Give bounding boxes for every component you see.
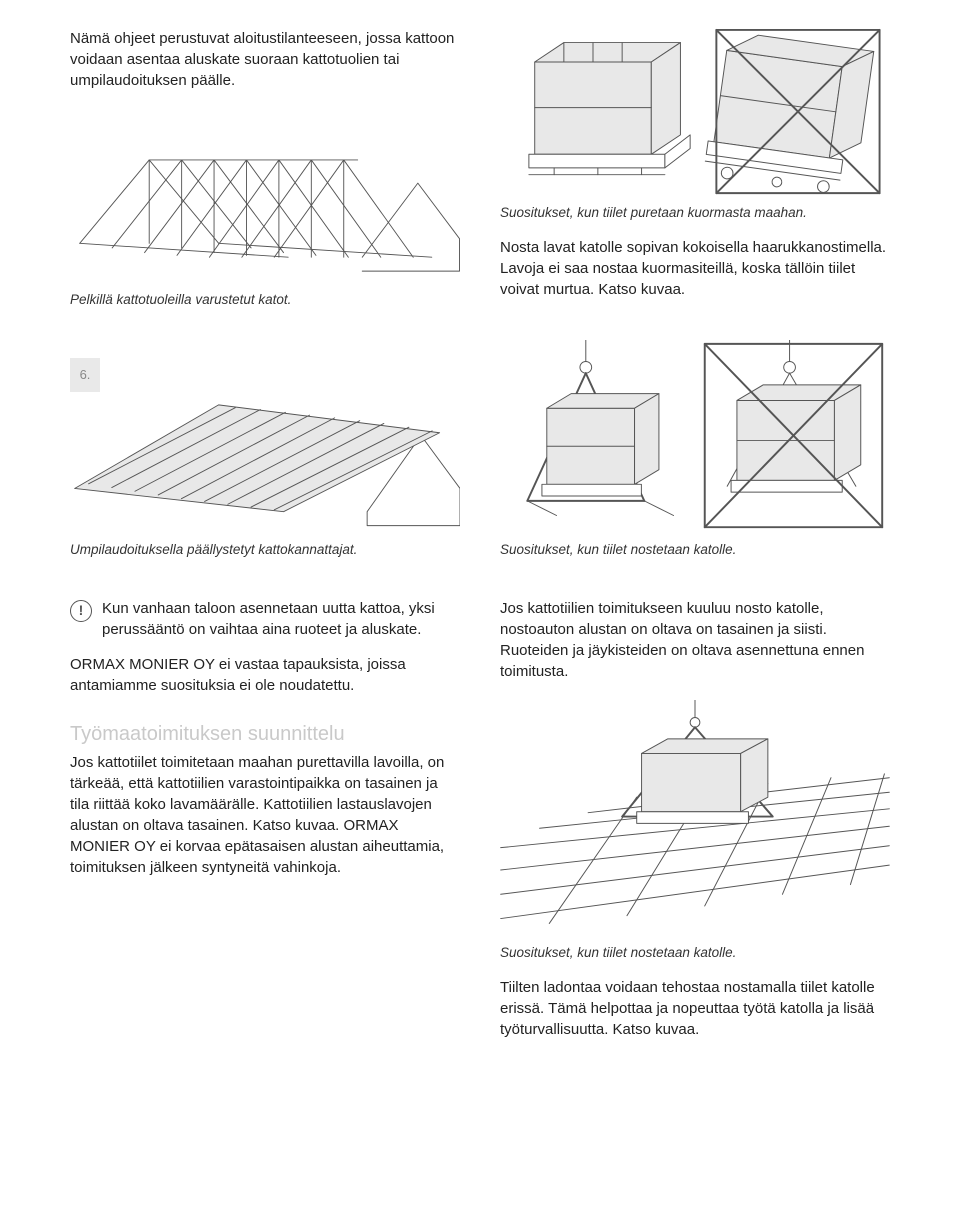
col-right-1: Suositukset, kun tiilet puretaan kuormas… — [500, 28, 890, 310]
row-2: 6. Umpilau — [70, 340, 890, 560]
note-block: ! Kun vanhaan taloon asennetaan uutta ka… — [70, 598, 460, 640]
figure-lift-methods — [500, 340, 890, 535]
page-number: 6. — [70, 358, 100, 392]
row-1: Nämä ohjeet perustuvat aloitustilanteese… — [70, 28, 890, 310]
right-body-3: Tiilten ladontaa voidaan tehostaa nostam… — [500, 977, 890, 1040]
warning-icon: ! — [70, 600, 92, 622]
row-3: ! Kun vanhaan taloon asennetaan uutta ka… — [70, 582, 890, 1040]
col-left-1: Nämä ohjeet perustuvat aloitustilanteese… — [70, 28, 460, 310]
fig3-caption: Umpilaudoituksella päällystetyt kattokan… — [70, 541, 460, 560]
figure-pallets-ground — [500, 28, 890, 198]
col-left-2: Umpilaudoituksella päällystetyt kattokan… — [70, 363, 460, 560]
left-body-1: ORMAX MONIER OY ei vastaa tapauksista, j… — [70, 654, 460, 696]
figure-roof-trusses — [70, 109, 460, 285]
intro-text: Nämä ohjeet perustuvat aloitustilanteese… — [70, 28, 460, 91]
right-body-2: Jos kattotiilien toimitukseen kuuluu nos… — [500, 598, 890, 682]
figure-pallet-on-roof — [500, 700, 890, 938]
left-body-2: Jos kattotiilet toimitetaan maahan puret… — [70, 752, 460, 878]
fig4-caption: Suositukset, kun tiilet nostetaan katoll… — [500, 541, 890, 560]
fig5-caption: Suositukset, kun tiilet nostetaan katoll… — [500, 944, 890, 963]
col-right-3: Jos kattotiilien toimitukseen kuuluu nos… — [500, 582, 890, 1040]
right-body-1: Nosta lavat katolle sopivan kokoisella h… — [500, 237, 890, 300]
note-text: Kun vanhaan taloon asennetaan uutta katt… — [102, 598, 460, 640]
col-right-2: Suositukset, kun tiilet nostetaan katoll… — [500, 340, 890, 560]
fig2-caption: Suositukset, kun tiilet puretaan kuormas… — [500, 204, 890, 223]
col-left-3: ! Kun vanhaan taloon asennetaan uutta ka… — [70, 582, 460, 1040]
fig1-caption: Pelkillä kattotuoleilla varustetut katot… — [70, 291, 460, 310]
figure-sheathed-roof — [70, 363, 460, 535]
section-title: Työmaatoimituksen suunnittelu — [70, 720, 460, 748]
